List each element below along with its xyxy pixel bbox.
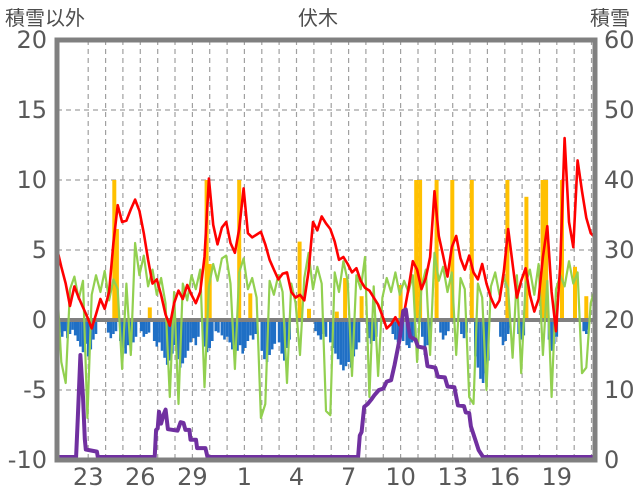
purple-snow-line [57, 307, 595, 459]
x-axis-ticks: 23 26 29 1 4 7 10 13 16 19 [73, 463, 572, 491]
svg-text:-10: -10 [8, 446, 47, 474]
svg-text:10: 10 [385, 463, 416, 491]
svg-text:4: 4 [289, 463, 304, 491]
svg-text:50: 50 [604, 96, 635, 124]
svg-text:19: 19 [542, 463, 573, 491]
svg-text:0: 0 [604, 446, 619, 474]
svg-text:7: 7 [341, 463, 356, 491]
svg-text:60: 60 [604, 26, 635, 54]
svg-text:13: 13 [437, 463, 468, 491]
svg-text:10: 10 [604, 376, 635, 404]
svg-text:23: 23 [73, 463, 104, 491]
green-line [55, 241, 597, 420]
right-axis-title: 積雪 [590, 6, 630, 30]
left-axis-ticks: 20 15 10 5 0 -5 -10 [8, 26, 47, 474]
svg-text:30: 30 [604, 236, 635, 264]
svg-text:40: 40 [604, 166, 635, 194]
svg-text:1: 1 [237, 463, 252, 491]
svg-text:29: 29 [177, 463, 208, 491]
svg-text:10: 10 [16, 166, 47, 194]
svg-text:20: 20 [16, 26, 47, 54]
left-axis-title: 積雪以外 [5, 6, 85, 30]
svg-text:0: 0 [32, 306, 47, 334]
svg-text:-5: -5 [23, 376, 47, 404]
plot-frame [54, 37, 598, 463]
red-line [55, 136, 596, 333]
svg-text:20: 20 [604, 306, 635, 334]
svg-text:15: 15 [16, 96, 47, 124]
svg-text:5: 5 [32, 236, 47, 264]
right-axis-ticks: 60 50 40 30 20 10 0 [604, 26, 635, 474]
svg-text:16: 16 [490, 463, 521, 491]
svg-text:26: 26 [125, 463, 156, 491]
